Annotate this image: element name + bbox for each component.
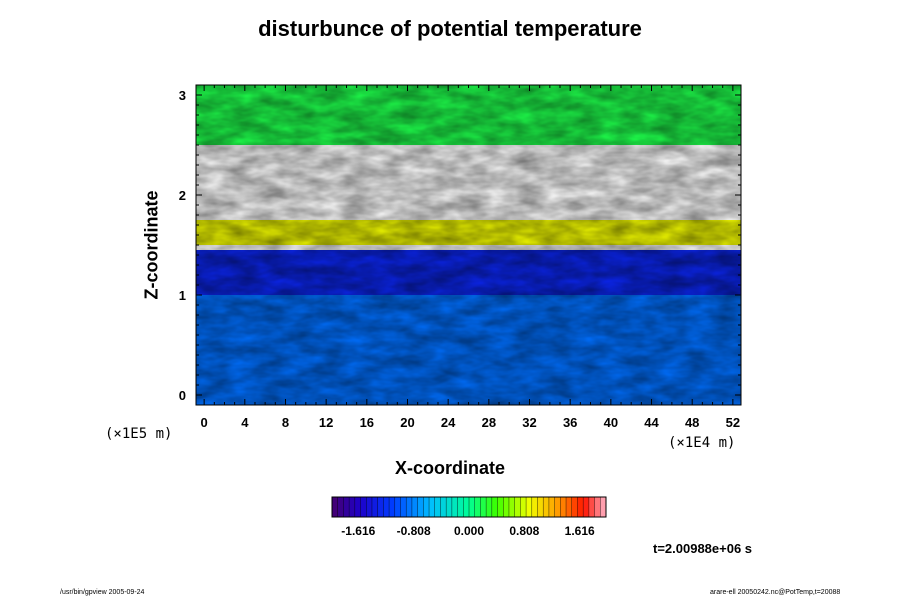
colorbar-segment <box>354 497 361 517</box>
x-tick-label: 24 <box>441 415 456 430</box>
colorbar-segment <box>491 497 498 517</box>
colorbar-segment <box>463 497 470 517</box>
colorbar-segment <box>520 497 527 517</box>
colorbar-segment <box>371 497 378 517</box>
colorbar-segment <box>469 497 476 517</box>
colorbar-segment <box>360 497 367 517</box>
colorbar-segment <box>337 497 344 517</box>
x-tick-label: 0 <box>201 415 208 430</box>
colorbar-tick-label: -1.616 <box>341 524 375 538</box>
x-tick-label: 48 <box>685 415 699 430</box>
colorbar-segment <box>480 497 487 517</box>
chart-title: disturbunce of potential temperature <box>258 16 642 41</box>
y-tick-label: 0 <box>179 388 186 403</box>
colorbar-frame <box>331 496 607 518</box>
colorbar-segment <box>434 497 441 517</box>
x-tick-label: 20 <box>400 415 414 430</box>
colorbar-segment <box>349 497 356 517</box>
colorbar-segment <box>588 497 595 517</box>
time-label: t=2.00988e+06 s <box>653 541 753 556</box>
x-axis-title: X-coordinate <box>394 458 505 478</box>
colorbar-segment <box>417 497 424 517</box>
colorbar-segment <box>400 497 407 517</box>
colorbar-segment <box>394 497 401 517</box>
colorbar-segment <box>594 497 601 517</box>
y-tick-label: 3 <box>179 88 186 103</box>
colorbar-segment <box>429 497 436 517</box>
colorbar-tick-label: 0.000 <box>454 524 484 538</box>
y-tick-label: 2 <box>179 188 186 203</box>
colorbar-segment <box>577 497 584 517</box>
x-tick-label: 52 <box>726 415 740 430</box>
x-tick-label: 44 <box>644 415 659 430</box>
colorbar-segment <box>486 497 493 517</box>
colorbar-segment <box>451 497 458 517</box>
colorbar-segment <box>600 497 607 517</box>
colorbar-segment <box>440 497 447 517</box>
colorbar: -1.616 -0.808 0.000 0.808 1.616 <box>331 496 607 538</box>
colorbar-segment <box>548 497 555 517</box>
colorbar-segment <box>583 497 590 517</box>
colorbar-segment <box>508 497 515 517</box>
colorbar-segment <box>560 497 567 517</box>
heatmap-plot-area <box>195 84 742 406</box>
colorbar-segment <box>497 497 504 517</box>
colorbar-tick-label: 1.616 <box>565 524 595 538</box>
colorbar-tick-label: 0.808 <box>509 524 539 538</box>
x-tick-label: 4 <box>241 415 249 430</box>
colorbar-segment <box>343 497 350 517</box>
colorbar-segment <box>366 497 373 517</box>
x-tick-label: 32 <box>522 415 536 430</box>
colorbar-segment <box>332 497 339 517</box>
colorbar-segment <box>446 497 453 517</box>
x-tick-label: 40 <box>604 415 618 430</box>
colorbar-segment <box>526 497 533 517</box>
colorbar-segment <box>411 497 418 517</box>
colorbar-segment <box>537 497 544 517</box>
colorbar-segment <box>389 497 396 517</box>
x-tick-label: 36 <box>563 415 577 430</box>
colorbar-segment <box>566 497 573 517</box>
colorbar-segment <box>514 497 521 517</box>
y-axis-unit: (×1E4 m) <box>668 435 736 451</box>
colorbar-segment <box>474 497 481 517</box>
field-texture <box>196 85 741 405</box>
colorbar-segment <box>457 497 464 517</box>
colorbar-segment <box>383 497 390 517</box>
colorbar-segment <box>554 497 561 517</box>
colorbar-segment <box>531 497 538 517</box>
colorbar-segment <box>406 497 413 517</box>
footer-right-text: arare-ell 20050242.nc@PotTemp,t=20088 <box>710 589 841 596</box>
colorbar-segment <box>377 497 384 517</box>
footer-left-text: /usr/bin/gpview 2005-09-24 <box>60 589 145 596</box>
y-axis: 0 1 2 3 <box>179 88 741 403</box>
colorbar-tick-label: -0.808 <box>397 524 431 538</box>
x-axis-unit: (×1E5 m) <box>105 426 173 442</box>
colorbar-segment <box>571 497 578 517</box>
colorbar-segment <box>543 497 550 517</box>
x-tick-label: 16 <box>360 415 374 430</box>
y-tick-label: 1 <box>179 288 186 303</box>
colorbar-segment <box>423 497 430 517</box>
x-axis: 0 4 8 12 16 20 24 28 32 36 40 44 48 52 <box>201 85 740 430</box>
x-tick-label: 28 <box>482 415 496 430</box>
x-tick-label: 8 <box>282 415 289 430</box>
colorbar-segment <box>503 497 510 517</box>
x-tick-label: 12 <box>319 415 333 430</box>
